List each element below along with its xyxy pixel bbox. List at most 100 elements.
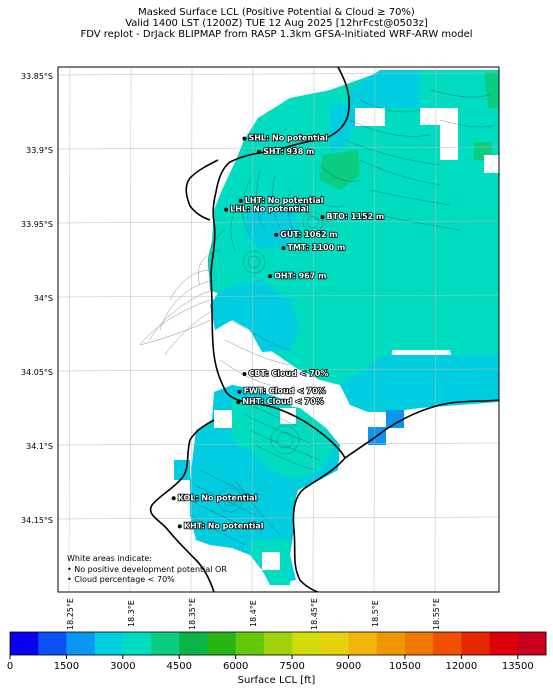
- station-label: BTO: 1152 m: [327, 212, 385, 221]
- lcl-hole-3: [484, 155, 499, 173]
- lon-tick-5: 18.45°E: [310, 598, 319, 630]
- station-label: LHT: No potential: [245, 196, 324, 205]
- colorbar-swatch: [122, 632, 152, 655]
- colorbar-tick-label: 7500: [279, 661, 304, 672]
- colorbar: [10, 632, 547, 655]
- station-label: GUT: 1062 m: [280, 230, 337, 239]
- station-marker: [236, 400, 241, 405]
- colorbar-swatch: [179, 632, 208, 655]
- lcl-cell-deep-1: [386, 410, 404, 428]
- station-label: SHL: No potential: [248, 134, 328, 143]
- colorbar-swatch: [461, 632, 491, 655]
- lat-tick-1: 33.85°S: [21, 72, 53, 81]
- lat-tick-2: 33.9°S: [26, 146, 53, 155]
- note-line-3: • Cloud percentage < 70%: [67, 575, 175, 584]
- title-line-1: Masked Surface LCL (Positive Potential &…: [138, 7, 415, 18]
- colorbar-swatch: [489, 632, 519, 655]
- title-line-2: Valid 1400 LST (1200Z) TUE 12 Aug 2025 […: [125, 18, 428, 29]
- lcl-region-coast-band: [320, 150, 360, 190]
- station-marker: [224, 207, 229, 212]
- station-label: KHT: No potential: [184, 521, 264, 530]
- lcl-region-ne-green: [484, 72, 499, 108]
- station-label: NHT: Cloud < 70%: [242, 397, 323, 406]
- colorbar-tick-label: 4500: [167, 661, 192, 672]
- colorbar-tick-label: 0: [7, 661, 13, 672]
- station-marker: [281, 246, 286, 251]
- coastline: [149, 67, 499, 592]
- colorbar-swatch: [38, 632, 67, 655]
- colorbar-swatch: [94, 632, 124, 655]
- lcl-region-coast-cyan: [330, 105, 350, 150]
- colorbar-tick-label: 10500: [389, 661, 421, 672]
- station-label: FWT: Cloud < 70%: [244, 387, 326, 396]
- note-line-2: • No positive development potential OR: [67, 564, 227, 574]
- station-label: OHT: 967 m: [274, 271, 326, 280]
- station-marker: [268, 274, 273, 279]
- station-marker: [177, 524, 182, 529]
- lon-tick-7: 18.55°E: [432, 598, 441, 630]
- lcl-hole-7: [262, 552, 280, 570]
- colorbar-tick-label: 12000: [445, 661, 477, 672]
- colorbar-swatch: [151, 632, 180, 655]
- lcl-region-table-mt: [246, 205, 300, 250]
- map-frame: [57, 66, 500, 593]
- lon-tick-2: 18.3°E: [127, 600, 136, 627]
- lcl-hole-1: [355, 108, 385, 126]
- station-label: CBT: Cloud < 70%: [248, 369, 328, 378]
- lat-tick-5: 34.05°S: [21, 368, 53, 377]
- graticule: [58, 67, 499, 592]
- colorbar-swatch: [263, 632, 293, 655]
- station-marker: [274, 232, 279, 237]
- colorbar-tick-label: 3000: [110, 661, 135, 672]
- colorbar-swatch: [376, 632, 406, 655]
- colorbar-frame: [9, 631, 547, 656]
- colorbar-swatch: [348, 632, 378, 655]
- station-marker: [238, 198, 243, 203]
- lon-tick-1: 18.25°E: [66, 598, 75, 630]
- lon-tick-4: 18.4°E: [249, 600, 258, 627]
- colorbar-swatch: [235, 632, 265, 655]
- lon-axis: 18.25°E 18.3°E 18.35°E 18.4°E 18.45°E 18…: [66, 598, 441, 630]
- lcl-region-south-green: [232, 395, 334, 480]
- colorbar-swatch: [517, 632, 547, 655]
- lcl-region-ne: [440, 70, 499, 108]
- colorbar-tick-label: 1500: [54, 661, 79, 672]
- map-plot-area: SHL: No potential SHT: 938 m LHT: No poten…: [58, 67, 499, 592]
- station-marker: [242, 136, 247, 141]
- lcl-region-ridge: [210, 280, 300, 352]
- station-layer: SHL: No potential SHT: 938 m LHT: No poten…: [171, 133, 385, 531]
- colorbar-swatch: [292, 632, 321, 655]
- lon-tick-6: 18.5°E: [371, 600, 380, 627]
- colorbar-tick-label: 9000: [336, 661, 361, 672]
- station-marker: [171, 496, 176, 501]
- lat-axis: 33.85°S 33.9°S 33.95°S 34°S 34.05°S 34.1…: [21, 72, 53, 525]
- station-label: SHT: 938 m: [263, 147, 314, 156]
- station-label: TMT: 1100 m: [288, 243, 346, 252]
- lon-tick-3: 18.35°E: [188, 598, 197, 630]
- title-line-3: FDV replot - DrJack BLIPMAP from RASP 1.…: [80, 29, 473, 40]
- lat-tick-4: 34°S: [34, 294, 53, 303]
- colorbar-label: Surface LCL [ft]: [237, 675, 316, 686]
- colorbar-swatch: [320, 632, 350, 655]
- colorbar-ticks: 0 1500 3000 4500 6000 7500 9000 10500 12000 13500: [7, 655, 534, 672]
- colorbar-swatch: [207, 632, 237, 655]
- lat-tick-3: 33.95°S: [21, 220, 53, 229]
- station-marker: [237, 389, 242, 394]
- colorbar-swatch: [404, 632, 434, 655]
- lat-tick-6: 34.1°S: [26, 442, 53, 451]
- colorbar-tick-label: 6000: [223, 661, 248, 672]
- colorbar-swatch: [10, 632, 39, 655]
- note-line-1: White areas indicate:: [67, 554, 153, 563]
- colorbar-swatch: [433, 632, 462, 655]
- station-label: KOL: No potential: [178, 493, 258, 502]
- station-label: LHL: No potential: [230, 205, 309, 214]
- white-area-note: White areas indicate: • No positive deve…: [67, 554, 227, 586]
- station-marker: [242, 371, 247, 376]
- colorbar-tick-label: 13500: [502, 661, 534, 672]
- lat-tick-7: 34.15°S: [21, 516, 53, 525]
- colorbar-swatch: [66, 632, 96, 655]
- lcl-hole-5: [214, 410, 232, 428]
- station-marker: [257, 149, 262, 154]
- station-marker: [320, 215, 325, 220]
